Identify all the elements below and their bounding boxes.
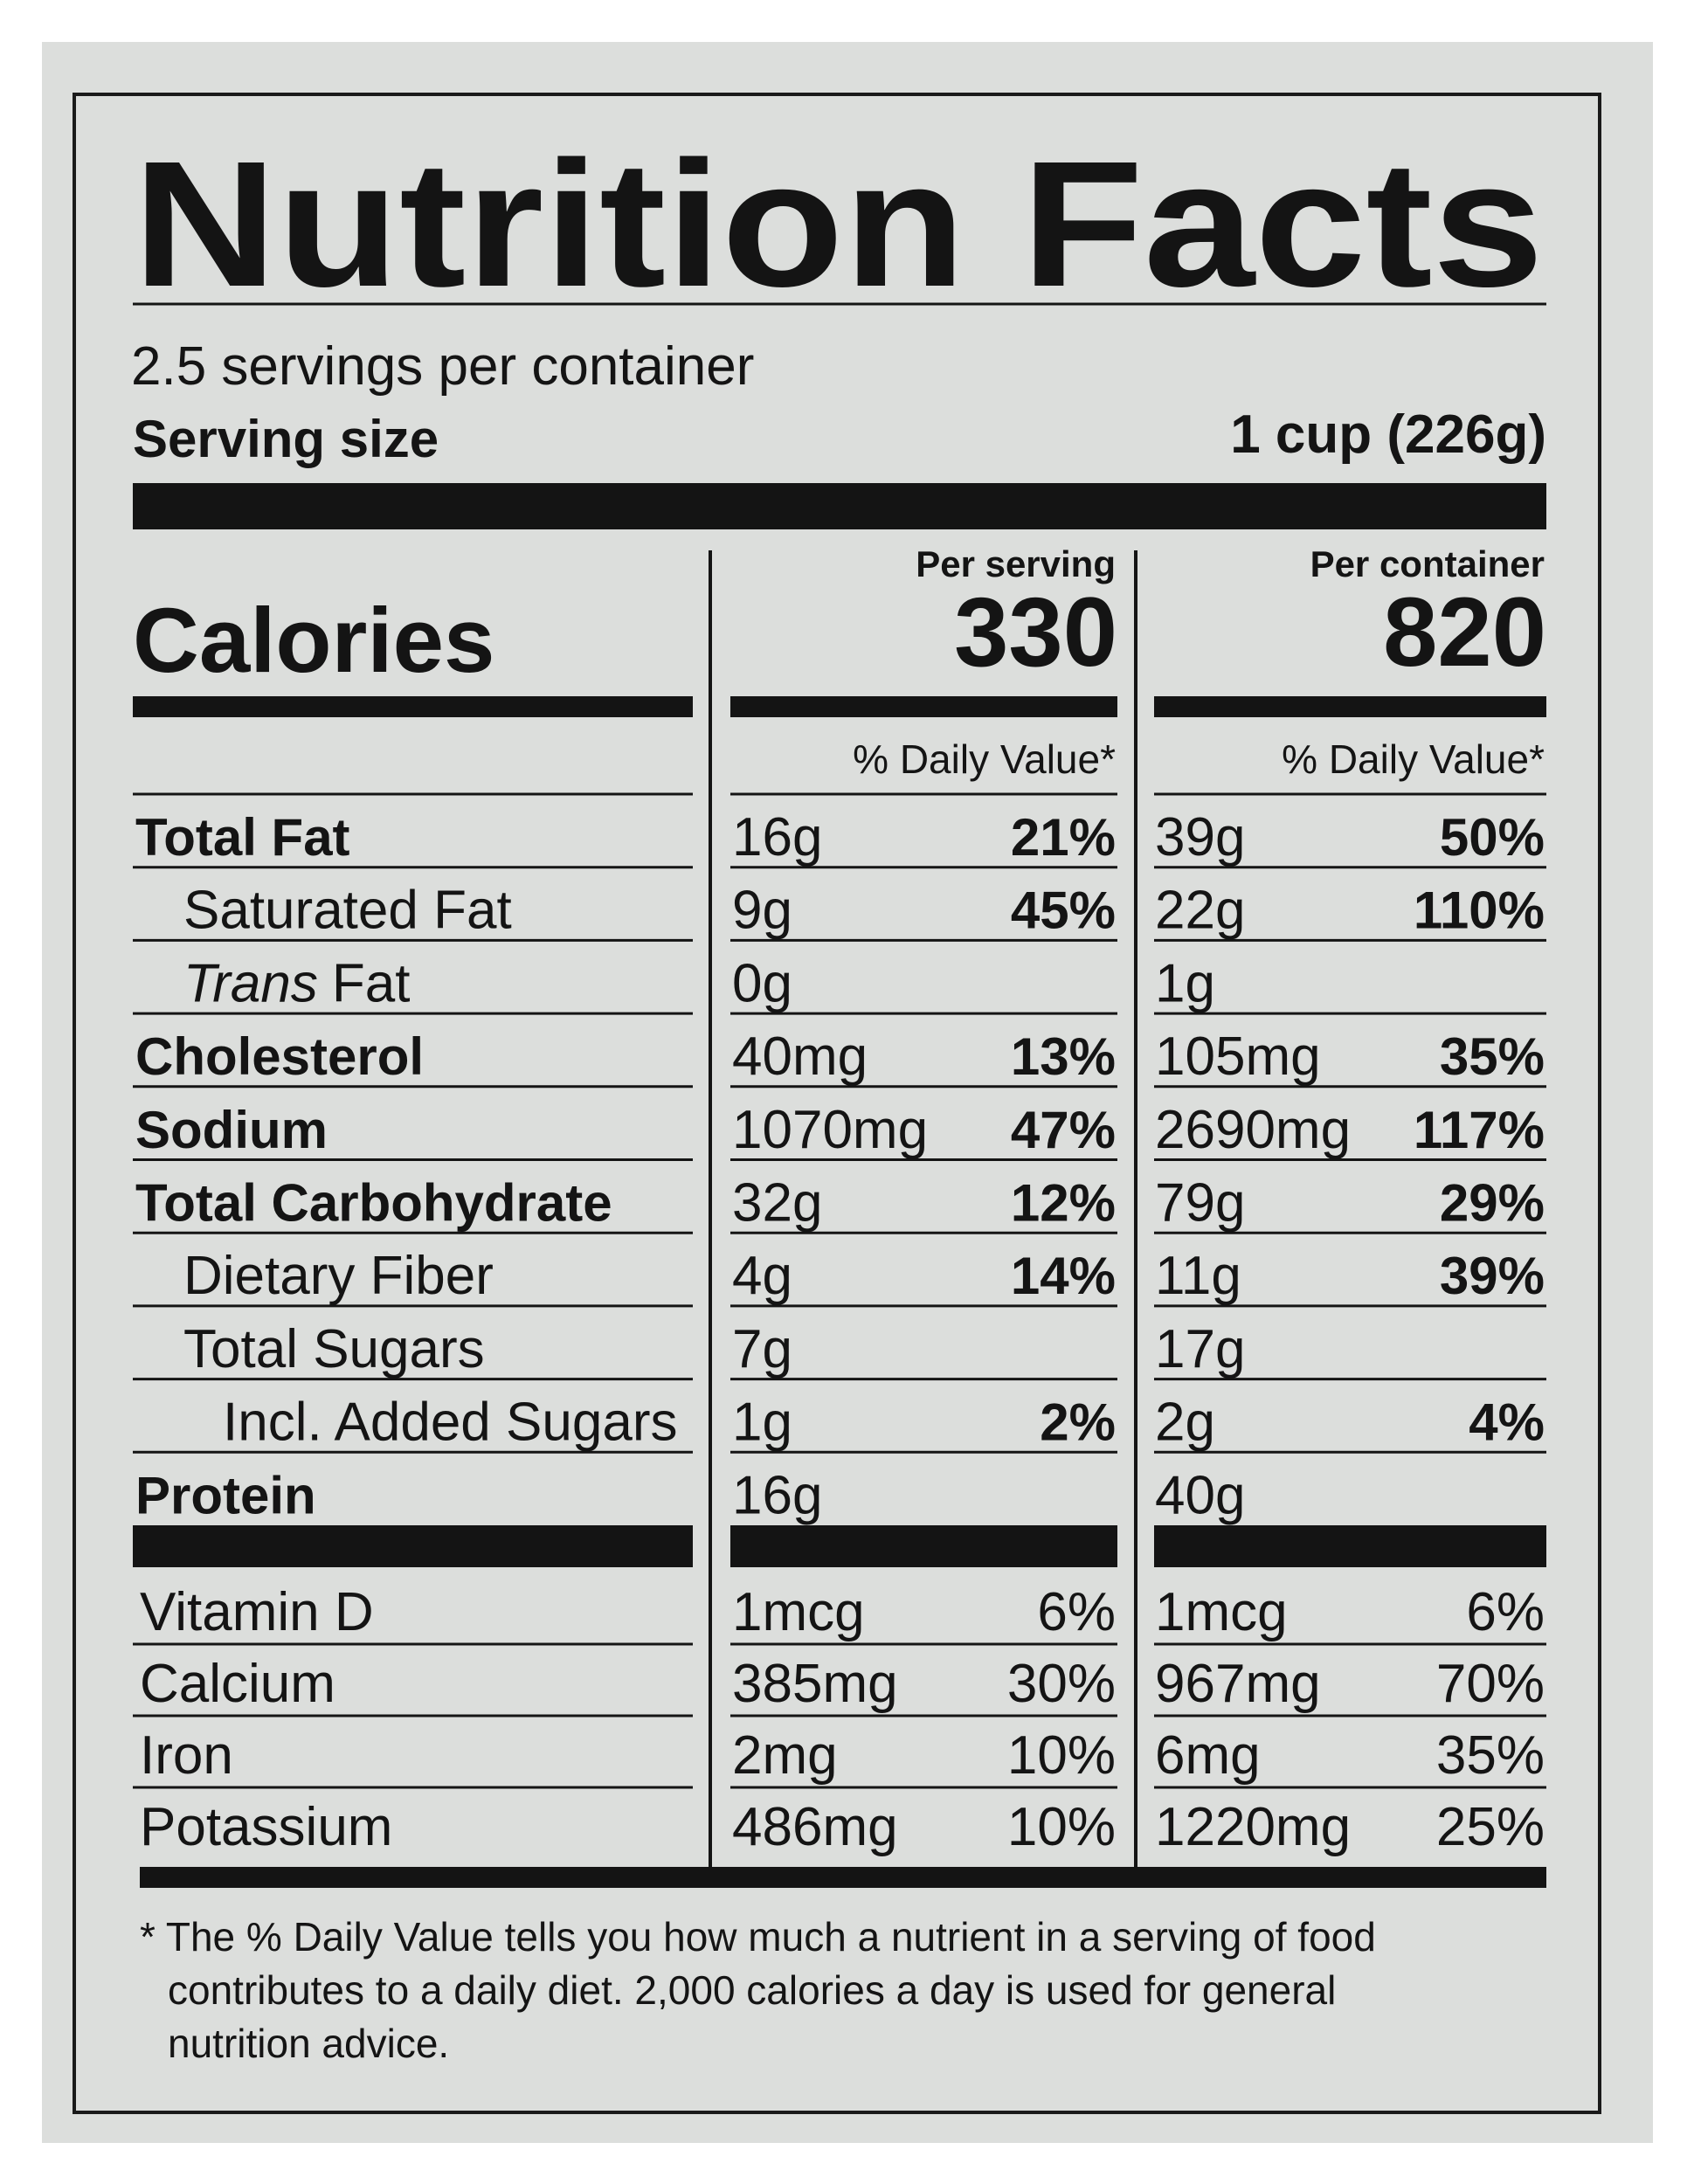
nutrient-label: Saturated Fat	[183, 881, 512, 941]
percent: 4%	[1469, 1393, 1545, 1452]
percent: 70%	[1436, 1654, 1545, 1714]
calories-value: 820	[1383, 577, 1546, 687]
footnote-line: contributes to a daily diet. 2,000 calor…	[168, 1967, 1336, 2013]
amount: 385mg	[732, 1654, 898, 1714]
column-divider	[1134, 550, 1137, 1870]
amount: 2g	[1155, 1393, 1215, 1453]
nutrient-label: Dietary Fiber	[183, 1246, 494, 1306]
amount: 1g	[732, 1393, 792, 1453]
amount: 9g	[732, 881, 792, 941]
percent: 21%	[1011, 808, 1116, 867]
percent: 117%	[1414, 1101, 1545, 1159]
percent: 50%	[1440, 808, 1545, 867]
nutrient-label: Protein	[135, 1466, 316, 1524]
amount: 4g	[732, 1246, 792, 1306]
amount: 22g	[1155, 881, 1245, 941]
percent: 30%	[1007, 1654, 1116, 1714]
amount: 16g	[732, 1465, 822, 1525]
vitamin-label: Iron	[140, 1725, 233, 1786]
amount: 6mg	[1155, 1725, 1261, 1786]
title: Nutrition Facts	[133, 124, 1544, 324]
medium-bar	[730, 696, 1117, 717]
vitamin-label: Vitamin D	[140, 1582, 374, 1642]
thick-bar	[140, 1867, 1546, 1888]
nutrient-label: Total Carbohydrate	[135, 1174, 612, 1233]
percent: 45%	[1011, 881, 1116, 940]
percent: 25%	[1436, 1797, 1545, 1857]
percent: 12%	[1011, 1174, 1116, 1233]
amount: 11g	[1155, 1246, 1241, 1306]
column-heading: Per serving	[916, 543, 1116, 584]
percent: 14%	[1011, 1247, 1116, 1305]
serving-size-value: 1 cup (226g)	[1230, 404, 1546, 465]
vitamin-label: Calcium	[140, 1654, 335, 1714]
percent: 2%	[1040, 1393, 1116, 1452]
label-border	[73, 93, 1601, 2114]
amount: 7g	[732, 1319, 792, 1379]
percent: 6%	[1466, 1582, 1545, 1642]
amount: 486mg	[732, 1797, 898, 1857]
italic-prefix: Trans	[183, 953, 318, 1013]
amount: 32g	[732, 1173, 822, 1234]
nutrient-label: Incl. Added Sugars	[223, 1393, 677, 1453]
column-heading: Per container	[1310, 543, 1545, 584]
percent: 39%	[1440, 1247, 1545, 1305]
percent: 35%	[1440, 1027, 1545, 1086]
percent: 10%	[1007, 1725, 1116, 1786]
thick-bar	[133, 483, 1546, 529]
amount: 40g	[1155, 1465, 1245, 1525]
amount: 0g	[732, 953, 792, 1013]
percent: 10%	[1007, 1797, 1116, 1857]
thick-bar	[1154, 1525, 1546, 1567]
percent: 47%	[1011, 1101, 1116, 1159]
thick-bar	[133, 1525, 693, 1567]
percent: 110%	[1414, 881, 1545, 940]
nutrient-label: Trans Fat	[183, 953, 410, 1013]
dv-heading: % Daily Value*	[1282, 736, 1545, 782]
percent: 6%	[1037, 1582, 1116, 1642]
vitamin-label: Potassium	[140, 1797, 392, 1857]
label-background	[42, 42, 1653, 2143]
nutrient-label: Total Sugars	[183, 1319, 485, 1379]
amount: 40mg	[732, 1026, 868, 1087]
amount: 1mcg	[1155, 1582, 1288, 1642]
amount: 2mg	[732, 1725, 838, 1786]
amount: 1g	[1155, 953, 1215, 1013]
medium-bar	[1154, 696, 1546, 717]
amount: 1220mg	[1155, 1797, 1351, 1857]
column-divider	[709, 550, 712, 1870]
amount: 1070mg	[732, 1100, 928, 1160]
amount: 2690mg	[1155, 1100, 1351, 1160]
footnote-line: * The % Daily Value tells you how much a…	[140, 1914, 1376, 1959]
servings: 2.5 servings per container	[131, 336, 754, 397]
medium-bar	[133, 696, 693, 717]
amount: 17g	[1155, 1319, 1245, 1379]
nutrient-label: Total Fat	[135, 808, 350, 867]
nutrient-label: Cholesterol	[135, 1027, 424, 1086]
amount: 967mg	[1155, 1654, 1321, 1714]
nutrient-label: Sodium	[135, 1101, 328, 1159]
dv-heading: % Daily Value*	[853, 736, 1116, 782]
amount: 79g	[1155, 1173, 1245, 1234]
amount: 105mg	[1155, 1026, 1321, 1087]
thick-bar	[730, 1525, 1117, 1567]
label-text: Fat	[332, 953, 411, 1013]
percent: 29%	[1440, 1174, 1545, 1233]
calories-value: 330	[954, 577, 1117, 687]
amount: 1mcg	[732, 1582, 865, 1642]
percent: 35%	[1436, 1725, 1545, 1786]
serving-size-label: Serving size	[133, 410, 439, 468]
amount: 39g	[1155, 807, 1245, 867]
calories-label: Calories	[133, 590, 494, 692]
footnote-line: nutrition advice.	[168, 2021, 449, 2066]
amount: 16g	[732, 807, 822, 867]
percent: 13%	[1011, 1027, 1116, 1086]
